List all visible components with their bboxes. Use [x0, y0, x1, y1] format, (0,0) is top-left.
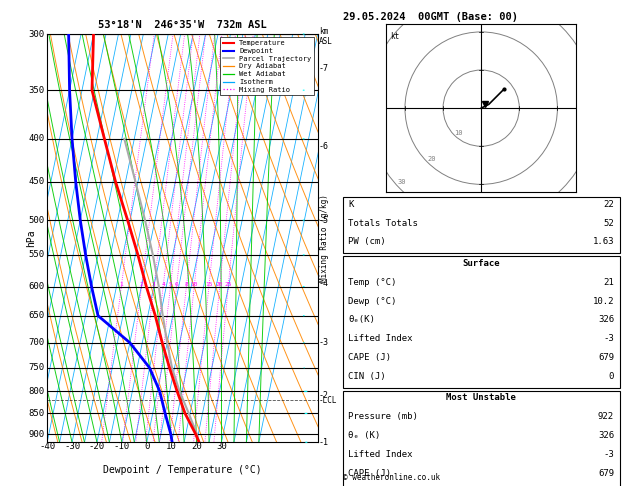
Text: Lifted Index: Lifted Index	[348, 334, 413, 343]
Text: -3: -3	[319, 338, 329, 347]
Text: PW (cm): PW (cm)	[348, 237, 386, 246]
Text: 679: 679	[598, 469, 614, 478]
Bar	[343, 197, 620, 253]
Text: -30: -30	[64, 442, 80, 451]
Text: Dewp (°C): Dewp (°C)	[348, 296, 397, 306]
Text: -20: -20	[89, 442, 105, 451]
Text: 922: 922	[598, 412, 614, 421]
Text: Lifted Index: Lifted Index	[348, 450, 413, 459]
Text: 30: 30	[398, 179, 406, 185]
Text: θₑ(K): θₑ(K)	[348, 315, 376, 324]
Text: 10: 10	[455, 130, 463, 136]
Text: -10: -10	[114, 442, 130, 451]
Text: -40: -40	[39, 442, 55, 451]
Text: 0: 0	[144, 442, 150, 451]
Text: Temp (°C): Temp (°C)	[348, 278, 397, 287]
Legend: Temperature, Dewpoint, Parcel Trajectory, Dry Adiabat, Wet Adiabat, Isotherm, Mi: Temperature, Dewpoint, Parcel Trajectory…	[220, 37, 314, 95]
Text: 10: 10	[166, 442, 177, 451]
Bar	[343, 256, 620, 388]
Text: 700: 700	[28, 338, 45, 347]
Text: 20: 20	[216, 281, 223, 287]
Text: Totals Totals: Totals Totals	[348, 219, 418, 227]
Text: hPa: hPa	[26, 229, 36, 247]
Text: Dewpoint / Temperature (°C): Dewpoint / Temperature (°C)	[103, 465, 262, 475]
Text: -1: -1	[319, 438, 329, 447]
Text: 650: 650	[28, 311, 45, 320]
Text: 10.2: 10.2	[593, 296, 614, 306]
Text: CAPE (J): CAPE (J)	[348, 353, 391, 362]
Text: -7: -7	[319, 64, 329, 73]
Text: 1: 1	[120, 281, 123, 287]
Text: 4: 4	[161, 281, 165, 287]
Text: 53°18'N  246°35'W  732m ASL: 53°18'N 246°35'W 732m ASL	[98, 20, 267, 30]
Text: 8: 8	[184, 281, 188, 287]
Text: -LCL: -LCL	[319, 396, 337, 405]
Text: 450: 450	[28, 177, 45, 186]
Text: 20: 20	[428, 156, 437, 162]
Text: 326: 326	[598, 431, 614, 440]
Text: -3: -3	[603, 334, 614, 343]
Text: 1.63: 1.63	[593, 237, 614, 246]
Text: 326: 326	[598, 315, 614, 324]
Text: -6: -6	[319, 141, 329, 151]
Text: 6: 6	[175, 281, 179, 287]
Text: CAPE (J): CAPE (J)	[348, 469, 391, 478]
Text: 30: 30	[216, 442, 227, 451]
Text: -3: -3	[603, 450, 614, 459]
Text: θₑ (K): θₑ (K)	[348, 431, 381, 440]
Text: -2: -2	[319, 391, 329, 400]
Text: CIN (J): CIN (J)	[348, 372, 386, 381]
Text: 750: 750	[28, 364, 45, 372]
Text: 5: 5	[169, 281, 172, 287]
Text: 600: 600	[28, 282, 45, 291]
Text: 300: 300	[28, 30, 45, 38]
Text: Surface: Surface	[462, 259, 500, 268]
Text: km
ASL: km ASL	[319, 27, 333, 46]
Text: Pressure (mb): Pressure (mb)	[348, 412, 418, 421]
Bar	[343, 391, 620, 486]
Text: 15: 15	[205, 281, 213, 287]
Text: 350: 350	[28, 86, 45, 95]
Text: 29.05.2024  00GMT (Base: 00): 29.05.2024 00GMT (Base: 00)	[343, 12, 518, 22]
Text: Mixing Ratio (g/kg): Mixing Ratio (g/kg)	[320, 194, 330, 282]
Text: 25: 25	[225, 281, 232, 287]
Text: K: K	[348, 200, 353, 208]
Text: 22: 22	[603, 200, 614, 208]
Text: 850: 850	[28, 409, 45, 418]
Text: 21: 21	[603, 278, 614, 287]
Text: 3: 3	[152, 281, 156, 287]
Text: 679: 679	[598, 353, 614, 362]
Text: © weatheronline.co.uk: © weatheronline.co.uk	[343, 473, 440, 482]
Text: 10: 10	[191, 281, 198, 287]
Text: 2: 2	[140, 281, 143, 287]
Text: 800: 800	[28, 387, 45, 396]
Text: 20: 20	[191, 442, 202, 451]
Text: -5: -5	[319, 216, 329, 225]
Text: kt: kt	[390, 32, 399, 41]
Text: 900: 900	[28, 430, 45, 439]
Text: 500: 500	[28, 216, 45, 225]
Text: 550: 550	[28, 250, 45, 260]
Text: 0: 0	[609, 372, 614, 381]
Text: -4: -4	[319, 279, 329, 288]
Text: 400: 400	[28, 134, 45, 143]
Text: Most Unstable: Most Unstable	[446, 394, 516, 402]
Text: 52: 52	[603, 219, 614, 227]
